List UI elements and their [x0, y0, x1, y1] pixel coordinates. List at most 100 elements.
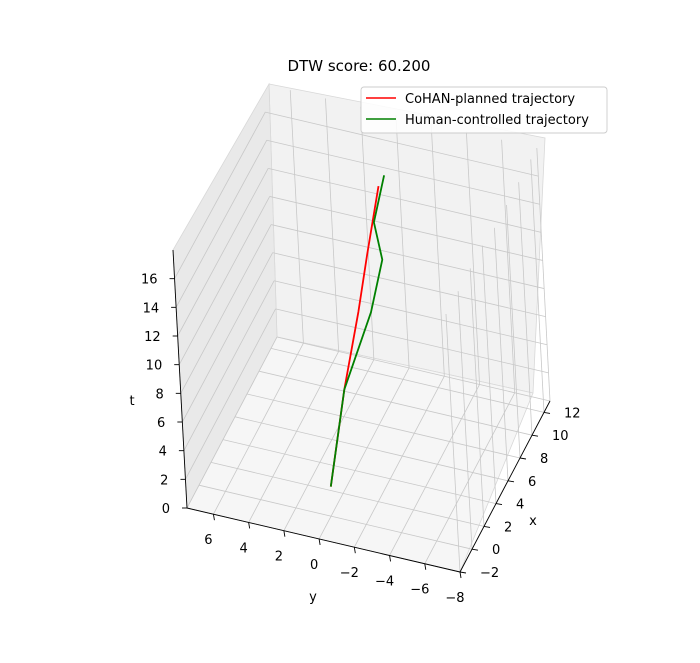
grid-line-floor-y: [213, 343, 304, 515]
z-tick-label: 16: [141, 273, 158, 288]
grid-line-left-y: [360, 106, 375, 360]
grid-line-back-x: [457, 291, 473, 550]
grid-line-left-z: [181, 252, 273, 423]
grid-line-back-z: [275, 308, 549, 374]
grid-line-floor-y: [283, 359, 375, 531]
grid-line-back-z: [271, 224, 545, 289]
x-tick-mark: [507, 480, 515, 483]
grid-line-left-z: [183, 280, 275, 451]
grid-line-floor-y: [424, 392, 516, 564]
grid-line-back-z: [276, 336, 551, 402]
z-tick-label: 12: [144, 330, 161, 345]
series-lines: [329, 175, 385, 487]
legend-frame: [360, 86, 608, 134]
y-tick-mark: [424, 563, 427, 570]
x-tick-label: 4: [516, 498, 524, 513]
series-line-human: [329, 175, 385, 487]
z-tick-label: 2: [160, 473, 168, 488]
axes-panes: [172, 82, 546, 573]
y-tick-mark: [318, 538, 321, 546]
grid-line-left-z: [185, 308, 276, 480]
z-tick-label: 10: [146, 359, 163, 374]
y-axis-label: y: [309, 590, 317, 605]
x-tick-mark: [483, 525, 491, 528]
x-tick-label: 2: [504, 520, 512, 535]
y-tick-mark: [389, 555, 391, 562]
grid-line-back-z: [268, 167, 542, 233]
grid-line-back-x: [445, 313, 461, 573]
legend-label-cohan: CoHAN-planned trajectory: [405, 92, 575, 107]
x-axis-label: x: [529, 514, 537, 529]
x-tick-mark: [519, 457, 527, 460]
y-tick-label: −6: [410, 583, 429, 598]
x-tick-label: 12: [564, 406, 581, 421]
y-tick-mark: [283, 530, 286, 537]
grid-line-back-z: [272, 252, 546, 318]
x-tick-label: 10: [552, 429, 569, 444]
x-axis-line: [459, 400, 551, 573]
x-tick-mark: [543, 411, 551, 414]
axis-lines: [172, 249, 551, 573]
grid-line-back-x: [518, 182, 533, 436]
grid-line-left-y: [465, 131, 480, 385]
grid-line-back-z: [269, 196, 543, 261]
grid-line-left-y: [325, 98, 340, 352]
grid-line-floor-x: [234, 416, 509, 482]
grid-line-back-z: [266, 139, 540, 205]
grid-line-floor-x: [258, 370, 533, 436]
grid-line-back-z: [265, 111, 539, 177]
grid-line-left-y: [289, 90, 304, 344]
y-tick-label: −8: [445, 591, 464, 606]
tick-marks: [169, 278, 551, 579]
y-tick-mark: [459, 571, 462, 579]
grid-line-back-x: [506, 204, 521, 459]
grid-line-floor-y: [353, 376, 445, 548]
grid-line-left-z: [174, 111, 266, 279]
grid-line-left-y: [536, 147, 551, 402]
grid-line-back-x: [481, 245, 497, 504]
grid-line-floor-x: [210, 462, 485, 527]
grid-line-back-x: [469, 268, 485, 527]
grid-line-back-x: [494, 227, 509, 481]
grid-line-left-y: [395, 114, 410, 368]
z-tick-label: 8: [155, 387, 163, 402]
y-tick-label: −2: [340, 566, 359, 581]
x-tick-mark: [459, 571, 467, 574]
x-tick-mark: [531, 434, 539, 437]
y-tick-label: 0: [310, 558, 318, 573]
x-tick-label: 6: [528, 475, 536, 490]
z-tick-label: 4: [159, 445, 167, 460]
x-tick-label: 8: [540, 452, 548, 467]
grid-line-back-x: [530, 159, 545, 413]
grid-line-floor-x: [246, 393, 521, 459]
grid-line-floor-y: [318, 367, 410, 540]
grid-line-floor-y: [389, 384, 480, 556]
y-tick-mark: [248, 522, 251, 529]
grid-line-left-z: [177, 168, 269, 337]
y-tick-label: 6: [204, 533, 212, 548]
z-axis-line: [172, 249, 188, 509]
y-tick-mark: [353, 547, 356, 554]
y-tick-label: −4: [375, 574, 394, 589]
x-tick-mark: [471, 548, 479, 551]
z-axis-label: t: [129, 394, 134, 409]
y-tick-label: 4: [240, 541, 248, 556]
y-tick-mark: [212, 514, 215, 521]
grid-line-floor-x: [222, 439, 497, 504]
x-tick-label: −2: [480, 566, 499, 581]
grid-line-floor-x: [270, 348, 545, 413]
y-axis-line: [186, 507, 461, 573]
chart-title: DTW score: 60.200: [288, 57, 431, 75]
legend-label-human: Human-controlled trajectory: [405, 113, 589, 128]
grid-line-left-y: [501, 139, 516, 393]
z-tick-label: 0: [162, 502, 170, 517]
grid-line-left-z: [186, 336, 278, 509]
grid-line-left-z: [178, 196, 271, 365]
x-tick-label: 0: [492, 543, 500, 558]
grid-line-floor-x: [198, 484, 473, 550]
grid-line-left-z: [180, 224, 272, 394]
grid-line-floor-y: [248, 351, 339, 523]
